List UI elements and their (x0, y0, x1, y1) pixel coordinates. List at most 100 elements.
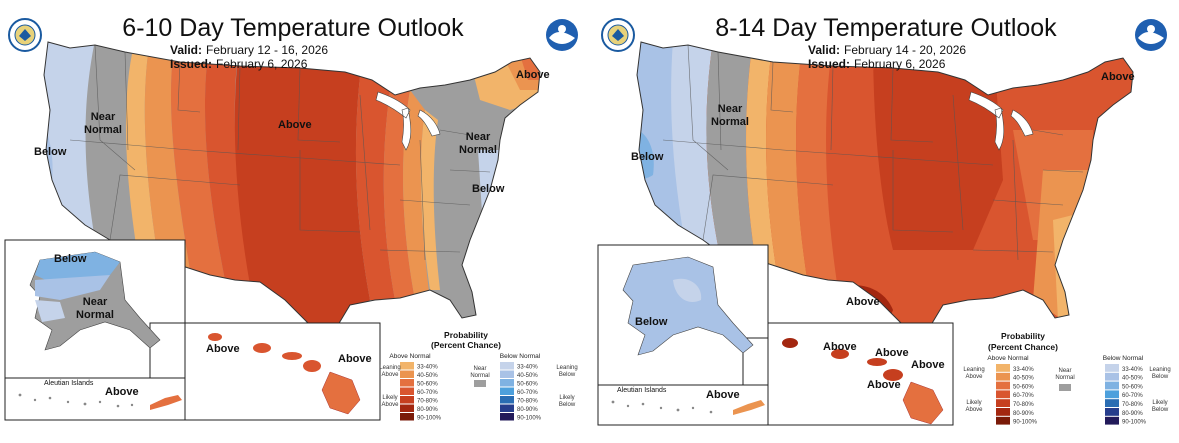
label-near-normal-west: Near Normal (84, 111, 122, 136)
above-legend-range-label: 60-70% (417, 390, 438, 396)
below-legend-swatch (500, 396, 514, 404)
commerce-seal-logo (8, 18, 42, 52)
commerce-seal-logo (601, 18, 635, 52)
below-legend-swatch (1105, 390, 1119, 399)
below-legend-swatch (1105, 381, 1119, 390)
legend-likely-above: Likely Above (965, 400, 983, 413)
hawaii-big-island (321, 371, 361, 415)
hawaii-oahu (831, 349, 849, 359)
below-legend-range-label: 40-50% (517, 373, 538, 379)
label-aleutian-islands: Aleutian Islands (44, 380, 94, 387)
page-title: 8-14 Day Temperature Outlook (715, 14, 1057, 42)
above-legend-swatch (400, 413, 414, 421)
valid-dates: Valid: February 14 - 20, 2026 (808, 43, 966, 57)
label-above-texas: Above (846, 296, 880, 308)
above-legend-swatch (996, 399, 1010, 407)
outlook-panel-6-10-day: Near Normal Below Above Above Near Normal … (0, 0, 586, 443)
label-alaska-below: Below (635, 316, 668, 328)
hawaii-maui (883, 369, 903, 381)
below-legend-swatch (500, 370, 514, 378)
alaska-inset (4, 239, 186, 421)
great-lakes (968, 91, 1034, 151)
above-legend-range-label: 90-100% (417, 416, 442, 422)
hawaii-big-island (902, 381, 944, 425)
below-legend-swatch (1105, 416, 1119, 425)
aleutian-above-zone (733, 400, 765, 415)
legend-leaning-above: Leaning Above (379, 365, 400, 378)
label-hawaii-above-3: Above (911, 359, 945, 371)
outlook-panel-8-14-day: Near Normal Below Above Above Below Aleut… (593, 0, 1179, 443)
below-legend-swatch (500, 404, 514, 412)
above-legend-range-label: 40-50% (1013, 376, 1034, 382)
legend-leaning-above: Leaning Above (963, 367, 984, 380)
legend-near-normal-swatch (474, 380, 486, 387)
hawaii-maui (303, 360, 321, 372)
hawaii-kauai (208, 333, 222, 341)
label-above-maine: Above (516, 69, 550, 81)
above-legend-swatch (996, 390, 1010, 399)
legend-likely-below: Likely Below (1152, 400, 1169, 413)
below-legend-range-label: 90-100% (517, 416, 542, 422)
alaska-landmass (622, 256, 754, 356)
state-borders (69, 44, 491, 261)
alaska-below-zone-2 (35, 275, 110, 300)
alaska-below-zone-3 (35, 300, 65, 322)
label-below-west: Below (34, 146, 67, 158)
below-legend-swatch (500, 362, 514, 370)
hawaii-kauai (782, 338, 798, 348)
below-legend-range-label: 33-40% (517, 365, 538, 371)
below-legend-range-label: 80-90% (1122, 411, 1143, 417)
noaa-logo (545, 18, 579, 52)
above-legend-range-label: 33-40% (417, 365, 438, 371)
label-hawaii-above-1: Above (823, 341, 857, 353)
alaska-below-zone (35, 252, 120, 282)
below-legend-range-label: 90-100% (1122, 420, 1147, 426)
above-legend-swatch (996, 381, 1010, 390)
label-aleutian-islands: Aleutian Islands (617, 387, 667, 394)
above-legend-swatch (400, 404, 414, 412)
us-map-6-10-day: Near Normal Below Above Above Near Normal … (4, 41, 578, 422)
label-above-center: Above (278, 119, 312, 131)
label-aleutian-above: Above (105, 386, 139, 398)
hawaii-molokai (867, 358, 887, 366)
above-legend-swatch (996, 364, 1010, 372)
aleutian-inset (4, 377, 186, 421)
hawaii-oahu (253, 343, 271, 353)
above-legend-range-label: 70-80% (1013, 402, 1034, 408)
legend-leaning-below: Leaning Below (1149, 367, 1170, 380)
us-map-8-14-day: Near Normal Below Above Above Below Aleut… (597, 41, 1171, 426)
above-legend-swatch (400, 396, 414, 404)
legend-likely-below: Likely Below (559, 395, 576, 408)
hawaii-molokai (282, 352, 302, 360)
below-legend-range-label: 40-50% (1122, 376, 1143, 382)
valid-value: February 12 - 16, 2026 (206, 43, 329, 57)
issued-date: Issued: February 6, 2026 (170, 57, 307, 71)
label-hawaii-above-2: Above (875, 347, 909, 359)
aleutian-above-zone (150, 395, 182, 410)
below-legend-swatch (1105, 372, 1119, 381)
above-legend-range-label: 80-90% (1013, 411, 1034, 417)
below-legend-range-label: 70-80% (517, 399, 538, 405)
issued-label: Issued: (170, 57, 213, 71)
label-hawaii-above-2: Above (338, 353, 372, 365)
legend-title: Probability (444, 330, 488, 340)
above-legend-swatch (400, 362, 414, 370)
legend-below-header: Below Normal (500, 353, 541, 360)
below-legend-range-label: 50-60% (1122, 384, 1143, 390)
label-hawaii-above-1: Above (206, 343, 240, 355)
below-legend-swatch (1105, 399, 1119, 407)
state-borders (662, 44, 1084, 261)
above-legend-swatch (996, 416, 1010, 425)
above-legend-swatch (996, 372, 1010, 381)
above-legend-range-label: 33-40% (1013, 367, 1034, 373)
label-near-normal: Near Normal (711, 103, 749, 128)
label-hawaii-above-4: Above (867, 379, 901, 391)
great-lakes (375, 91, 441, 151)
below-legend-swatch (1105, 364, 1119, 372)
label-alaska-below: Below (54, 253, 87, 265)
above-legend-range-label: 60-70% (1013, 393, 1034, 399)
label-aleutian-above: Above (706, 389, 740, 401)
aleutian-islands (18, 393, 134, 408)
legend-8-14-day: Probability (Percent Chance) Above Norma… (963, 331, 1170, 426)
alaska-inset (597, 244, 769, 426)
